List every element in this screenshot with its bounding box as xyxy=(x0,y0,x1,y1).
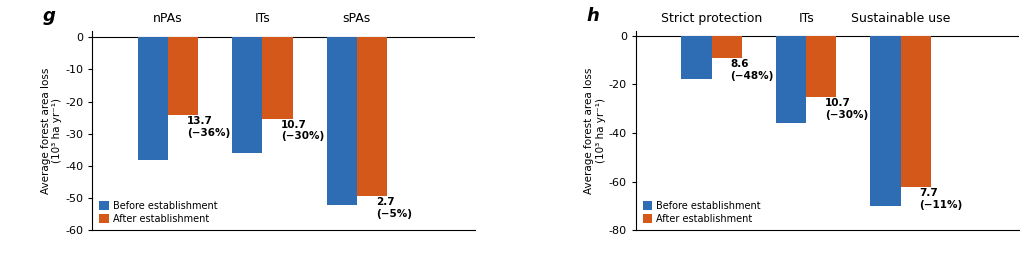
Bar xyxy=(776,36,806,123)
Bar xyxy=(168,37,198,115)
Text: Sustainable use: Sustainable use xyxy=(851,12,950,25)
Text: 10.7
(−30%): 10.7 (−30%) xyxy=(825,98,868,120)
Bar xyxy=(712,36,741,58)
Bar xyxy=(901,36,931,187)
Bar xyxy=(806,36,837,97)
Bar xyxy=(232,37,262,153)
Y-axis label: Average forest area loss
(10³ ha yr⁻¹): Average forest area loss (10³ ha yr⁻¹) xyxy=(41,67,62,194)
Text: 10.7
(−30%): 10.7 (−30%) xyxy=(282,120,325,141)
Bar xyxy=(357,37,387,196)
Text: 13.7
(−36%): 13.7 (−36%) xyxy=(186,116,230,138)
Text: ITs: ITs xyxy=(255,12,270,25)
Text: Strict protection: Strict protection xyxy=(660,12,762,25)
Text: sPAs: sPAs xyxy=(343,12,371,25)
Legend: Before establishment, After establishment: Before establishment, After establishmen… xyxy=(641,199,763,226)
Text: g: g xyxy=(42,7,55,25)
Bar xyxy=(137,37,168,159)
Text: h: h xyxy=(586,7,599,25)
Legend: Before establishment, After establishment: Before establishment, After establishmen… xyxy=(97,199,219,226)
Text: 2.7
(−5%): 2.7 (−5%) xyxy=(376,197,412,219)
Y-axis label: Average forest area loss
(10³ ha yr⁻¹): Average forest area loss (10³ ha yr⁻¹) xyxy=(585,67,606,194)
Text: nPAs: nPAs xyxy=(153,12,182,25)
Bar xyxy=(870,36,901,206)
Bar xyxy=(262,37,293,119)
Bar xyxy=(327,37,357,205)
Bar xyxy=(681,36,712,79)
Text: ITs: ITs xyxy=(799,12,814,25)
Text: 8.6
(−48%): 8.6 (−48%) xyxy=(730,59,774,81)
Text: 7.7
(−11%): 7.7 (−11%) xyxy=(920,188,963,210)
